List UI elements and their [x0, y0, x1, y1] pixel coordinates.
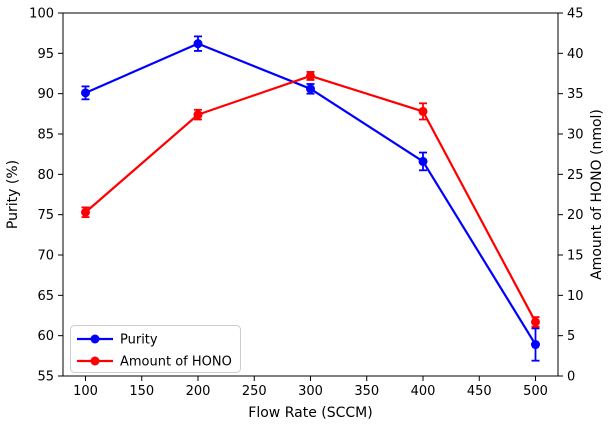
x-tick-label: 200	[186, 384, 211, 399]
y-right-axis-title: Amount of HONO (nmol)	[589, 109, 605, 280]
y-right-tick-label: 40	[567, 47, 584, 62]
x-tick-label: 100	[73, 384, 98, 399]
legend-marker	[90, 334, 100, 344]
data-point-0	[306, 84, 315, 94]
x-tick-label: 250	[242, 384, 267, 399]
x-axis-title: Flow Rate (SCCM)	[248, 405, 372, 421]
y-right-tick-label: 35	[567, 87, 584, 102]
x-tick-label: 450	[467, 384, 492, 399]
plot-spines	[62, 12, 559, 377]
y-left-tick-label: 100	[29, 7, 54, 22]
series-line-1	[84, 74, 537, 323]
x-tick-label: 300	[298, 384, 323, 399]
data-point-0	[418, 156, 428, 166]
y-right-tick-label: 25	[567, 168, 584, 183]
y-right-tick-label: 45	[567, 7, 584, 22]
y-left-tick-label: 95	[37, 47, 54, 62]
y-right-tick-label: 20	[567, 208, 584, 223]
y-left-tick-label: 90	[37, 87, 54, 102]
x-tick-label: 350	[354, 384, 379, 399]
y-left-tick-label: 55	[37, 370, 54, 385]
x-tick-label: 150	[129, 384, 154, 399]
x-tick-label: 400	[411, 384, 436, 399]
y-left-tick-label: 80	[37, 168, 54, 183]
y-left-tick-label: 70	[37, 249, 54, 264]
data-point-0	[193, 39, 203, 49]
legend-label: Amount of HONO	[120, 355, 232, 370]
legend-label: Purity	[120, 333, 158, 348]
y-right-tick-label: 10	[567, 289, 584, 304]
y-right-tick-label: 15	[567, 249, 584, 264]
data-point-1	[418, 106, 428, 116]
legend-marker	[90, 356, 100, 366]
data-point-1	[81, 207, 90, 217]
data-point-0	[531, 340, 540, 350]
y-right-tick-label: 30	[567, 128, 584, 143]
data-point-1	[193, 110, 203, 120]
data-point-1	[306, 71, 315, 81]
y-right-tick-label: 0	[567, 370, 575, 385]
y-left-axis-title: Purity (%)	[5, 160, 21, 229]
y-left-tick-label: 75	[37, 208, 54, 223]
y-left-tick-label: 65	[37, 289, 54, 304]
x-tick-label: 500	[523, 384, 548, 399]
y-right-tick-label: 5	[567, 329, 575, 344]
data-point-0	[81, 88, 90, 98]
y-left-tick-label: 60	[37, 329, 54, 344]
y-left-tick-label: 85	[37, 128, 54, 143]
data-point-1	[531, 317, 540, 327]
